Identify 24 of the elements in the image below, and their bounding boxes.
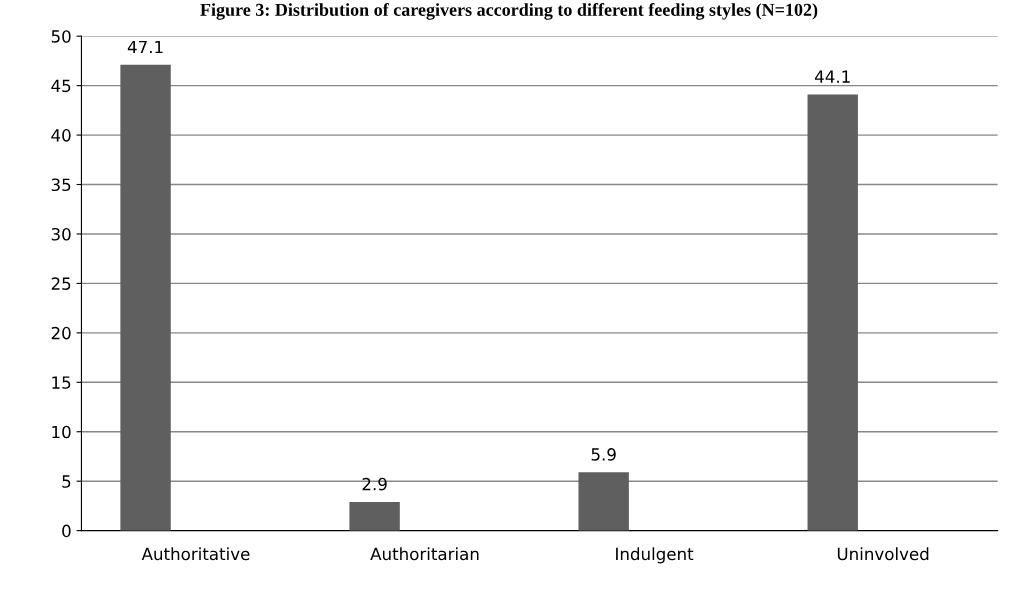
y-tick-label: 45: [51, 79, 71, 93]
y-tick-label: 20: [51, 326, 71, 340]
x-tick-label: Indulgent: [616, 547, 694, 564]
y-tick-label: 5: [62, 475, 71, 488]
y-tick-label: 30: [51, 227, 71, 241]
y-tick-label: 50: [51, 30, 71, 43]
y-tick-label: 25: [51, 277, 71, 290]
x-tick-label: Authoritative: [141, 547, 250, 561]
data-label: 5.9: [591, 448, 616, 461]
chart-title: Figure 3: Distribution of caregivers according to different feeding styles (N=102): [200, 3, 818, 20]
data-label: 44.1: [814, 70, 850, 83]
y-tick-label: 40: [51, 129, 71, 142]
x-tick-label: Uninvolved: [837, 547, 929, 561]
y-tick-label: 35: [51, 178, 71, 192]
x-tick-label: Authoritarian: [370, 547, 479, 561]
bar: [578, 472, 629, 531]
bar: [807, 94, 858, 531]
data-label: 2.9: [362, 477, 387, 491]
y-tick-label: 0: [62, 524, 71, 538]
y-tick-label: 10: [52, 425, 71, 439]
bar: [120, 64, 171, 531]
bar: [349, 501, 400, 531]
y-tick-label: 15: [52, 376, 71, 389]
data-label: 47.1: [127, 40, 163, 54]
